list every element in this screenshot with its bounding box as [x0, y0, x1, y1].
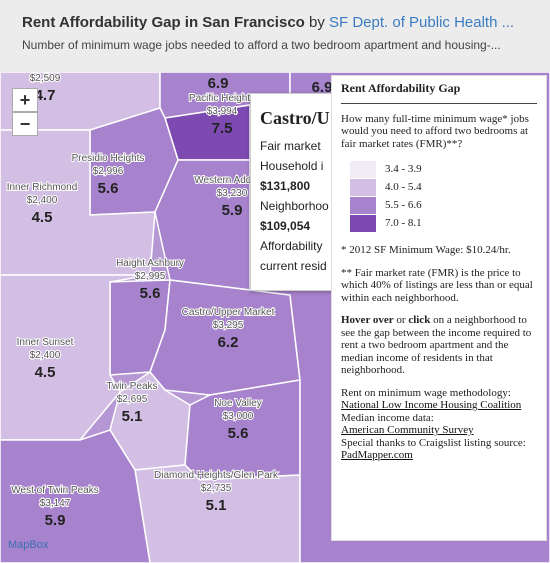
neighborhood-name: Noe Valley: [214, 398, 262, 409]
text: Median income data:: [341, 411, 434, 424]
header: Rent Affordability Gap in San Francisco …: [0, 0, 550, 72]
neighborhood: [0, 429, 151, 563]
neighborhood-name: West of Twin Peaks: [11, 485, 98, 496]
neighborhood-gap: 6.9: [208, 75, 229, 92]
neighborhood-rent: $3,295: [213, 320, 244, 331]
bold-text: click: [408, 314, 431, 326]
neighborhood-rent: $2,995: [135, 271, 166, 282]
neighborhood-rent: $2,996: [93, 166, 124, 177]
popup-line: Fair market: [260, 139, 321, 153]
note: * 2012 SF Minimum Wage: $10.24/hr.: [341, 244, 511, 256]
neighborhood-name: Pacific Heights: [189, 93, 255, 104]
credit-link[interactable]: National Low Income Housing Coalition: [341, 399, 522, 411]
legend: Rent Affordability Gap How many full-tim…: [331, 75, 547, 541]
popup-title: Castro/U: [260, 108, 330, 128]
swatch: [349, 213, 377, 233]
neighborhood-name: Inner Sunset: [17, 337, 74, 348]
popup-line: current resid: [260, 259, 327, 273]
neighborhood-gap: 5.1: [122, 408, 143, 425]
legend-title: Rent Affordability Gap: [341, 82, 537, 104]
neighborhood-gap: 5.1: [206, 497, 227, 514]
hover-note: Hover over or click on a neighborhood to…: [341, 314, 537, 377]
swatch: [349, 195, 377, 215]
popup-line: Affordability: [260, 239, 323, 253]
text: or: [396, 314, 406, 326]
popup-line: Neighborhoo: [260, 199, 329, 213]
credit-link[interactable]: PadMapper.com: [341, 449, 413, 461]
neighborhood-rent: $3,147: [40, 498, 71, 509]
class-label: 7.0 - 8.1: [385, 216, 422, 229]
zoom-out[interactable]: −: [12, 112, 38, 136]
popup-line: $131,800: [260, 179, 311, 193]
text: Rent on minimum wage methodology:: [341, 386, 511, 399]
source-link[interactable]: SF Dept. of Public Health ...: [329, 14, 515, 31]
neighborhood-name: Presidio Heights: [72, 153, 145, 164]
popup-line: $109,054: [260, 219, 311, 233]
neighborhood-gap: 4.7: [35, 87, 56, 104]
legend-class: 3.4 - 3.9: [349, 159, 537, 179]
title: Rent Affordability Gap in San Francisco: [22, 14, 305, 31]
neighborhood-gap: 5.6: [98, 180, 119, 197]
neighborhood-name: Inner Richmond: [7, 182, 78, 193]
neighborhood-gap: 6.2: [218, 334, 239, 351]
credits: Rent on minimum wage methodology: Nationa…: [341, 387, 537, 462]
class-label: 5.5 - 6.6: [385, 198, 422, 211]
neighborhood-gap: 5.6: [228, 425, 249, 442]
class-label: 3.4 - 3.9: [385, 162, 422, 175]
by: by: [309, 14, 325, 31]
legend-question: How many full-time minimum wage* jobs wo…: [341, 112, 529, 150]
neighborhood-gap: 5.9: [45, 512, 66, 529]
neighborhood-gap: 5.6: [140, 285, 161, 302]
bold-text: Hover over: [341, 314, 394, 326]
swatch: [349, 159, 377, 179]
swatch: [349, 177, 377, 197]
header-title-line: Rent Affordability Gap in San Francisco …: [22, 14, 514, 31]
neighborhood-rent: $2,400: [30, 350, 61, 361]
neighborhood-gap: 5.9: [222, 202, 243, 219]
attribution[interactable]: MapBox: [8, 539, 49, 551]
neighborhood-rent: $3,230: [217, 188, 248, 199]
neighborhood-gap: 7.5: [212, 120, 233, 137]
neighborhood-name: Castro/Upper Market: [182, 307, 275, 318]
neighborhood-name: Twin Peaks: [106, 381, 157, 392]
neighborhood-gap: 4.5: [32, 209, 53, 226]
neighborhood-rent: $3,000: [223, 411, 254, 422]
popup-line: Household i: [260, 159, 324, 173]
class-label: 4.0 - 5.4: [385, 180, 422, 193]
neighborhood-gap: 4.5: [35, 364, 56, 381]
neighborhood-rent: $2,509: [30, 73, 61, 84]
legend-class: 5.5 - 6.6: [349, 195, 537, 215]
neighborhood-name: Diamond Heights/Glen Park: [154, 470, 279, 481]
text: on a neighborhood to see the gap between…: [341, 314, 532, 376]
neighborhood-name: Haight Ashbury: [116, 258, 184, 269]
legend-class: 4.0 - 5.4: [349, 177, 537, 197]
neighborhood-rent: $2,400: [27, 195, 58, 206]
neighborhood-rent: $3,994: [207, 106, 238, 117]
popup: Castro/U Fair market Household i $131,80…: [250, 93, 342, 291]
note: ** Fair market rate (FMR) is the price t…: [341, 266, 533, 304]
neighborhood-rent: $2,695: [117, 394, 148, 405]
zoom-in[interactable]: +: [12, 88, 38, 112]
subtitle: Number of minimum wage jobs needed to af…: [22, 38, 501, 52]
neighborhood-rent: $2,735: [201, 483, 232, 494]
legend-classes: 3.4 - 3.9 4.0 - 5.4 5.5 - 6.6 7.0 - 8.1: [341, 159, 537, 233]
credit-link[interactable]: American Community Survey: [341, 424, 474, 436]
text: Special thanks to Craigslist listing sou…: [341, 436, 526, 449]
neighborhood-gap: 6.9: [312, 79, 333, 96]
legend-class: 7.0 - 8.1: [349, 213, 537, 233]
